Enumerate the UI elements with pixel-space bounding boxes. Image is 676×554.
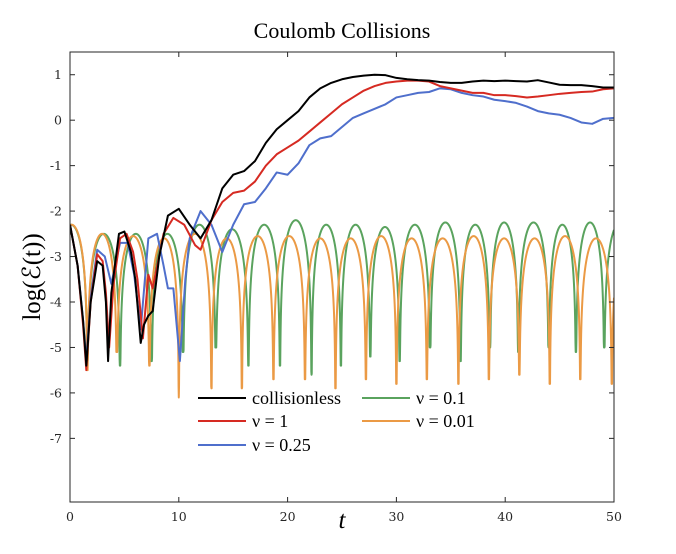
y-tick-label: -1 bbox=[50, 158, 62, 173]
x-tick-label: 0 bbox=[66, 509, 74, 524]
legend-item: collisionless bbox=[198, 388, 341, 408]
x-tick-label: 10 bbox=[171, 509, 187, 524]
series-layer bbox=[70, 73, 614, 399]
y-axis-label: log(ℰ(t)) bbox=[19, 233, 46, 320]
legend-item: ν = 0.01 bbox=[362, 411, 475, 431]
y-tick-label: -4 bbox=[50, 295, 62, 310]
chart-title: Coulomb Collisions bbox=[254, 18, 431, 43]
legend-label: ν = 0.1 bbox=[416, 388, 466, 408]
plot-frame bbox=[69, 51, 615, 503]
x-tick-label: 30 bbox=[388, 509, 404, 524]
legend-label: ν = 1 bbox=[252, 411, 288, 431]
series-line-1 bbox=[70, 79, 614, 372]
y-tick-label: -7 bbox=[50, 431, 62, 446]
x-axis-label: t bbox=[339, 507, 347, 534]
x-tick-label: 40 bbox=[497, 509, 513, 524]
y-tick-label: -6 bbox=[50, 385, 62, 400]
y-tick-label: 0 bbox=[54, 113, 62, 128]
series-line-4 bbox=[70, 223, 614, 399]
y-tick-label: 1 bbox=[54, 67, 62, 82]
series-line-0 bbox=[70, 73, 614, 367]
legend-label: ν = 0.25 bbox=[252, 435, 311, 455]
legend: collisionless ν = 1 ν = 0.25 ν = 0.1 ν = 0.0… bbox=[198, 388, 475, 455]
y-tick-label: -2 bbox=[50, 204, 62, 219]
x-tick-label: 20 bbox=[280, 509, 296, 524]
y-tick-label: -5 bbox=[50, 340, 62, 355]
legend-item: ν = 0.1 bbox=[362, 388, 466, 408]
legend-item: ν = 0.25 bbox=[198, 435, 311, 455]
legend-item: ν = 1 bbox=[198, 411, 288, 431]
legend-label: ν = 0.01 bbox=[416, 411, 475, 431]
y-tick-label: -3 bbox=[50, 249, 62, 264]
legend-label: collisionless bbox=[252, 388, 341, 408]
x-tick-label: 50 bbox=[606, 509, 622, 524]
